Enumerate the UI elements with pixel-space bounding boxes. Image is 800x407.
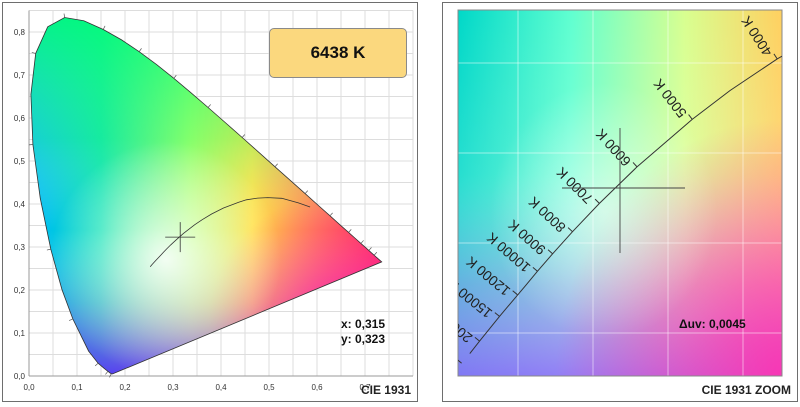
- zoom-measurement-point: [562, 128, 685, 253]
- cct-readout: 6438 K: [310, 43, 366, 62]
- x-tick-label: 0,0: [23, 383, 35, 392]
- x-tick-label: 0,4: [215, 383, 227, 392]
- y-tick-label: 0,7: [14, 71, 26, 80]
- cct-tick: [532, 266, 538, 272]
- x-tick-label: 0,3: [167, 383, 179, 392]
- cct-tick: [632, 162, 638, 168]
- planckian-locus: [149, 197, 311, 268]
- cie1931-chart-panel: 0,0 0,1 0,2 0,3 0,4 0,5 0,6 0,7 0,0 0,1 0,2 0,3 0,4 0…: [2, 2, 418, 402]
- locus-ticks: [28, 13, 378, 378]
- y-tick-label: 0,3: [14, 243, 26, 252]
- zoom-planckian-locus: [469, 55, 782, 354]
- cct-tick: [458, 359, 462, 364]
- x-tick-label: 0,2: [119, 383, 131, 392]
- y-readout: y: 0,323: [341, 332, 386, 346]
- cct-tick: [494, 312, 500, 317]
- cct-tick: [688, 114, 693, 120]
- y-tick-label: 0,2: [14, 286, 26, 295]
- x-tick-label: 0,1: [71, 383, 83, 392]
- duv-readout: Δuv: 0,0045: [679, 317, 746, 331]
- chart-caption-cie1931: CIE 1931: [360, 383, 411, 397]
- cct-tick: [512, 290, 518, 295]
- chart-caption-zoom: CIE 1931 ZOOM: [701, 383, 791, 397]
- x-tick-label: 0,7: [359, 383, 371, 392]
- y-tick-label: 0,4: [14, 200, 26, 209]
- cct-readout-box: 6438 K: [269, 28, 407, 78]
- y-tick-label: 0,8: [14, 28, 26, 37]
- cct-tick: [594, 198, 600, 204]
- measurement-point: [165, 222, 196, 253]
- cct-tick: [567, 227, 573, 233]
- cct-tick: [474, 336, 480, 342]
- x-tick-label: 0,5: [263, 383, 275, 392]
- y-tick-label: 0,0: [14, 372, 26, 381]
- cct-label: 40000 K: [443, 322, 457, 368]
- spectral-locus: [30, 17, 383, 375]
- cct-tick: [547, 249, 553, 255]
- cct-tick: [773, 53, 778, 60]
- y-tick-label: 0,6: [14, 114, 26, 123]
- y-tick-label: 0,1: [14, 329, 26, 338]
- x-tick-label: 0,6: [311, 383, 323, 392]
- zoom-frame: [457, 9, 783, 377]
- x-readout: x: 0,315: [341, 317, 386, 331]
- y-tick-label: 0,5: [14, 157, 26, 166]
